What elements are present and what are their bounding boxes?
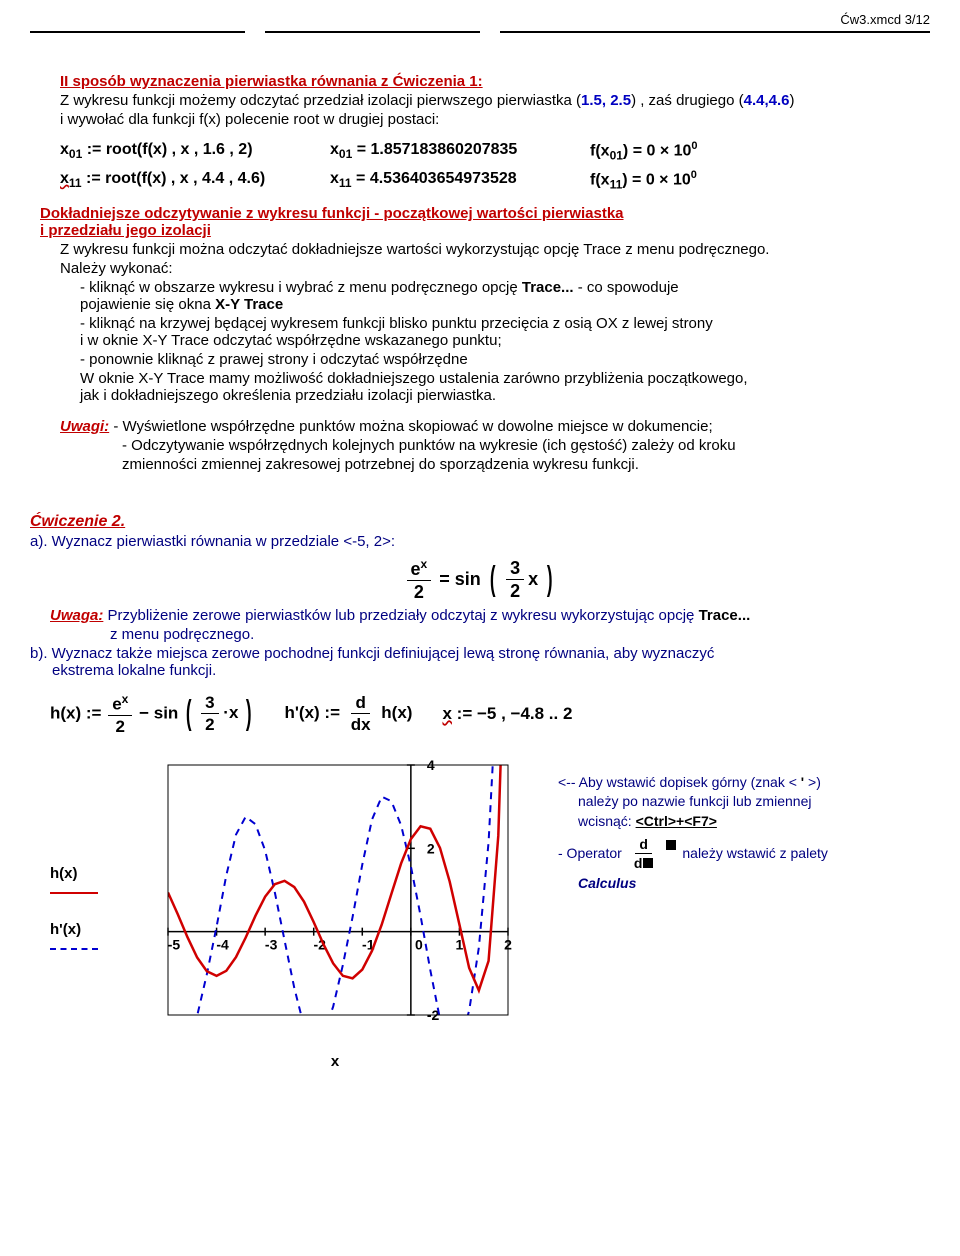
s3-heading: Dokładniejsze odczytywanie z wykresu fun… — [40, 205, 930, 239]
ex2-uwaga: Uwaga: Przybliżenie zerowe pierwiastków … — [50, 607, 930, 624]
svg-text:0: 0 — [415, 936, 423, 952]
eq-fx01: f(x01) = 0 × 100 — [590, 140, 790, 163]
ex2-a: a). Wyznacz pierwiastki równania w przed… — [30, 533, 930, 550]
ex2-title: Ćwiczenie 2. — [30, 513, 930, 531]
def-row: h(x) := ex2 − sin ( 32 ·x ) h'(x) := ddx… — [50, 693, 930, 735]
header-rule — [30, 31, 930, 33]
annotation-box: <-- Aby wstawić dopisek górny (znak < ' … — [558, 773, 898, 894]
legend-hp: h'(x) — [50, 921, 98, 955]
hp-def: h'(x) := ddx h(x) — [284, 694, 412, 733]
eq-x01-val: x01 = 1.857183860207835 — [330, 141, 590, 161]
s2-line2: i wywołać dla funkcji f(x) polecenie roo… — [60, 111, 930, 128]
ex2-equation: ex2 = sin ( 32 x ) — [30, 558, 930, 601]
h-def: h(x) := ex2 − sin ( 32 ·x ) — [50, 693, 254, 735]
ex2-b: b). Wyznacz także miejsca zerowe pochodn… — [30, 645, 930, 679]
function-chart: -5-4-3-2-1012-224 — [138, 755, 518, 1045]
eq-fx11: f(x11) = 0 × 100 — [590, 169, 790, 192]
s3-b1: - kliknąć w obszarze wykresu i wybrać z … — [80, 279, 930, 313]
svg-text:-5: -5 — [168, 936, 181, 952]
page-header: Ćw3.xmcd 3/12 — [30, 0, 930, 31]
eq-block: x01 := root(f(x) , x , 1.6 , 2) x01 = 1.… — [60, 140, 930, 191]
s3-uwagi: Uwagi: - Wyświetlone współrzędne punktów… — [60, 418, 930, 435]
chart-legend: h(x) h'(x) — [50, 865, 98, 955]
s3-u3: zmienności zmiennej zakresowej potrzebne… — [122, 456, 930, 473]
s3-b3: - ponownie kliknąć z prawej strony i odc… — [80, 351, 930, 368]
s3-b2: - kliknąć na krzywej będącej wykresem fu… — [80, 315, 930, 349]
s2-line1: Z wykresu funkcji możemy odczytać przedz… — [60, 92, 930, 109]
ex2-uw-b: z menu podręcznego. — [110, 626, 930, 643]
chart-xlabel: x — [0, 1053, 930, 1070]
legend-h: h(x) — [50, 865, 98, 899]
svg-text:2: 2 — [427, 840, 435, 856]
x-def: x := −5 , −4.8 .. 2 — [442, 704, 572, 724]
s3-p2: Należy wykonać: — [60, 260, 930, 277]
eq-x11-val: x11 = 4.536403654973528 — [330, 170, 590, 190]
s3-b4: W oknie X-Y Trace mamy możliwość dokładn… — [80, 370, 930, 404]
eq-x11-def: x11 := root(f(x) , x , 4.4 , 4.6) — [60, 170, 330, 190]
svg-text:-4: -4 — [216, 936, 229, 952]
svg-text:-3: -3 — [265, 936, 278, 952]
s3-u2: - Odczytywanie współrzędnych kolejnych p… — [122, 437, 930, 454]
eq-x01-def: x01 := root(f(x) , x , 1.6 , 2) — [60, 141, 330, 161]
s3-p1: Z wykresu funkcji można odczytać dokładn… — [60, 241, 930, 258]
section2-title: II sposób wyznaczenia pierwiastka równan… — [60, 73, 930, 90]
